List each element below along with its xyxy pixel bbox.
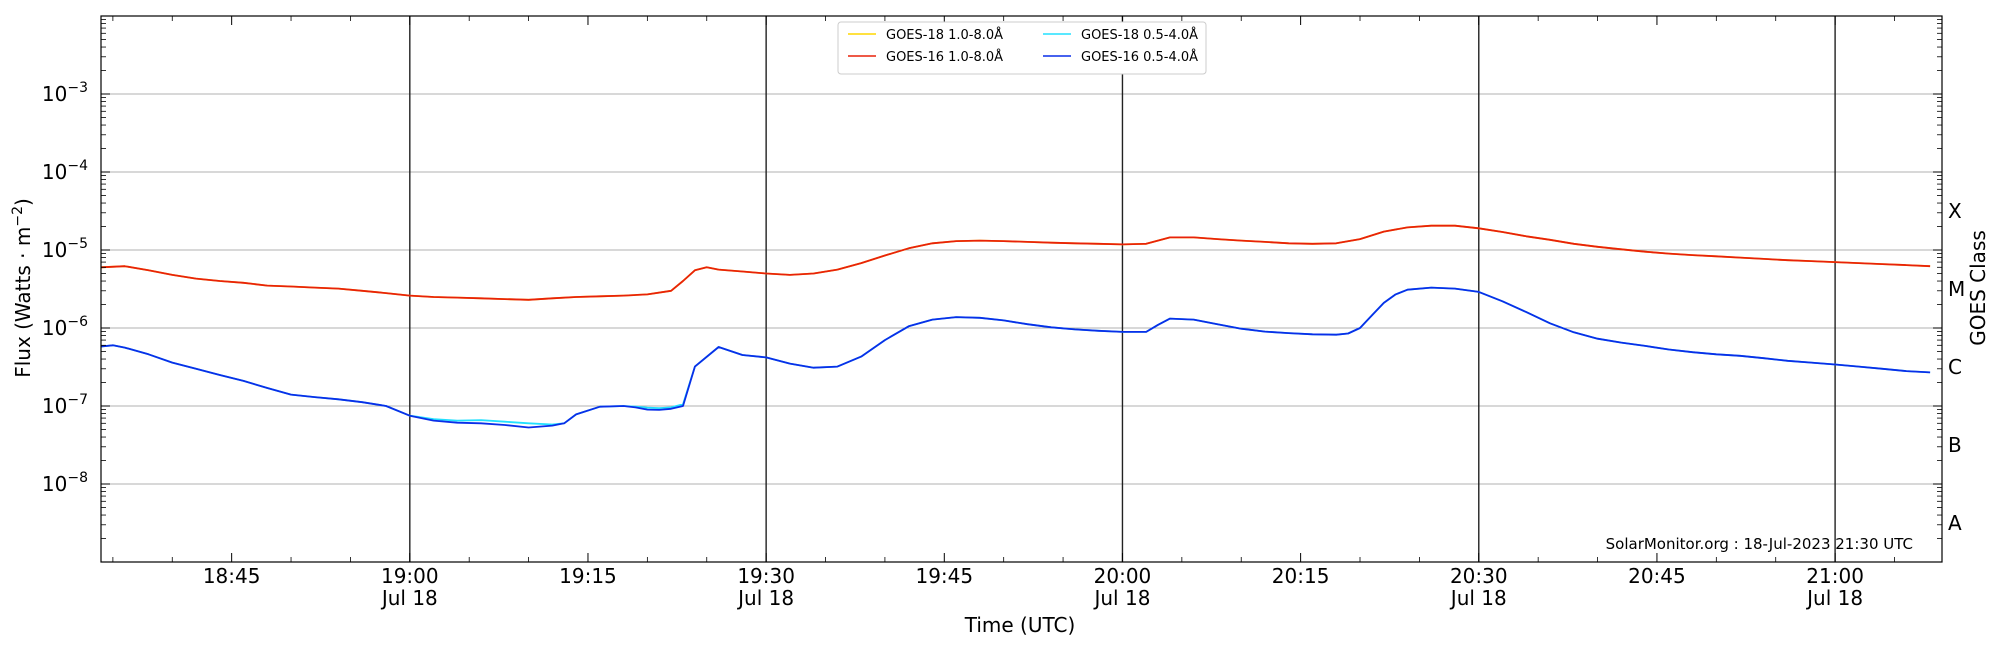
x-tick-label: 20:15 [1272,564,1330,588]
legend-label: GOES-18 0.5-4.0Å [1081,27,1198,43]
legend-label: GOES-16 1.0-8.0Å [886,49,1003,65]
x-tick-label: 20:45 [1628,564,1686,588]
x-tick-label: 18:45 [203,564,261,588]
legend-label: GOES-18 1.0-8.0Å [886,27,1003,43]
goes-class-label: M [1948,277,1965,301]
x-tick-label: 19:45 [915,564,973,588]
x-tick-label: 19:00 [381,564,439,588]
x-tick-label: 19:15 [559,564,617,588]
goes-class-label: B [1948,433,1962,457]
x-tick-label: 19:30 [737,564,795,588]
goes-class-label: C [1948,355,1962,379]
credit-text: SolarMonitor.org : 18-Jul-2023 21:30 UTC [1606,535,1913,553]
legend: GOES-18 1.0-8.0Å GOES-16 1.0-8.0Å GOES-18 … [837,21,1207,75]
y-tick-label: 10−4 [42,158,88,184]
x-tick-date-label: Jul 18 [1092,586,1150,610]
y-tick-label: 10−6 [42,314,88,340]
x-tick-label: 21:00 [1806,564,1864,588]
x-tick-date-label: Jul 18 [1805,586,1863,610]
y-tick-labels: 10−8 10−7 10−6 10−5 10−4 10−3 [42,80,88,496]
legend-label: GOES-16 0.5-4.0Å [1081,49,1198,65]
series-line [100,286,1931,429]
y-tick-label: 10−7 [42,392,88,418]
series-line [100,224,1931,301]
series-lines [100,224,1931,429]
y-tick-label: 10−8 [42,470,88,496]
x-tick-date-label: Jul 18 [1449,586,1507,610]
axis-ticks [101,15,1942,563]
y-axis-label: Flux (Watts · m−2) [10,198,35,378]
x-tick-date-label: Jul 18 [380,586,438,610]
y-tick-label: 10−3 [42,80,88,106]
vertical-marker-lines [409,16,1836,562]
series-line [100,224,1931,301]
legend-box [837,21,1207,75]
goes-class-labels: A B C M X [1948,199,1965,535]
goes-class-label: A [1948,511,1962,535]
x-tick-label: 20:00 [1094,564,1152,588]
goes-class-axis-label: GOES Class [1966,230,1990,346]
x-tick-date-label: Jul 18 [736,586,794,610]
grid-lines [101,93,1942,485]
goes-class-label: X [1948,199,1962,223]
y-tick-label: 10−5 [42,236,88,262]
x-tick-label: 20:30 [1450,564,1508,588]
x-axis-label: Time (UTC) [964,613,1076,637]
plot-frame [100,15,1943,563]
